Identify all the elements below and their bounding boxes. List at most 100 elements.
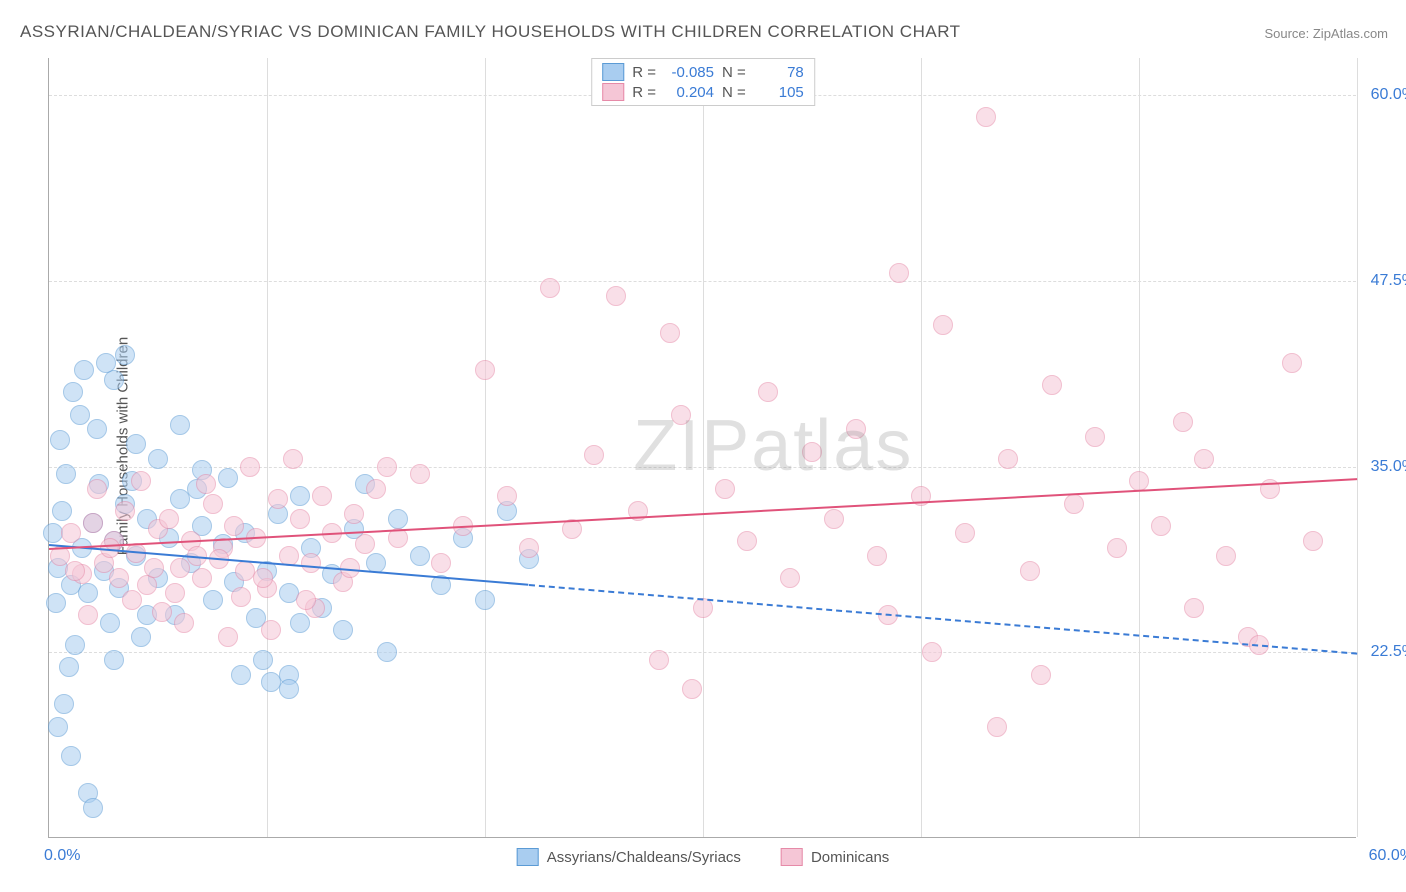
y-tick-label: 47.5% bbox=[1361, 272, 1406, 290]
point-dominican bbox=[410, 464, 430, 484]
point-assyrian bbox=[104, 370, 124, 390]
point-dominican bbox=[780, 568, 800, 588]
legend-swatch-1 bbox=[602, 63, 624, 81]
point-dominican bbox=[606, 286, 626, 306]
point-assyrian bbox=[231, 665, 251, 685]
legend-swatch-1b bbox=[517, 848, 539, 866]
x-tick-min: 0.0% bbox=[44, 847, 80, 865]
point-dominican bbox=[824, 509, 844, 529]
point-assyrian bbox=[131, 627, 151, 647]
point-dominican bbox=[131, 471, 151, 491]
legend-series: Assyrians/Chaldeans/Syriacs Dominicans bbox=[517, 848, 890, 866]
point-assyrian bbox=[170, 489, 190, 509]
legend-stats-row-2: R = 0.204 N = 105 bbox=[602, 83, 804, 101]
point-dominican bbox=[137, 575, 157, 595]
point-dominican bbox=[122, 590, 142, 610]
point-dominican bbox=[196, 474, 216, 494]
point-assyrian bbox=[115, 345, 135, 365]
point-dominican bbox=[660, 323, 680, 343]
point-dominican bbox=[1303, 531, 1323, 551]
point-assyrian bbox=[46, 593, 66, 613]
point-dominican bbox=[584, 445, 604, 465]
y-tick-label: 60.0% bbox=[1361, 86, 1406, 104]
point-assyrian bbox=[65, 635, 85, 655]
point-dominican bbox=[1173, 412, 1193, 432]
point-dominican bbox=[165, 583, 185, 603]
point-dominican bbox=[1064, 494, 1084, 514]
point-dominican bbox=[268, 489, 288, 509]
point-dominican bbox=[218, 627, 238, 647]
legend-item-2: Dominicans bbox=[781, 848, 889, 866]
point-assyrian bbox=[410, 546, 430, 566]
point-dominican bbox=[290, 509, 310, 529]
point-dominican bbox=[152, 602, 172, 622]
gridline-v bbox=[267, 58, 268, 837]
point-assyrian bbox=[253, 650, 273, 670]
point-dominican bbox=[475, 360, 495, 380]
point-dominican bbox=[253, 568, 273, 588]
point-dominican bbox=[231, 587, 251, 607]
gridline-v bbox=[703, 58, 704, 837]
point-assyrian bbox=[54, 694, 74, 714]
plot-area: 0.0% 60.0% 22.5%35.0%47.5%60.0% bbox=[48, 58, 1356, 838]
point-dominican bbox=[846, 419, 866, 439]
point-dominican bbox=[1194, 449, 1214, 469]
point-assyrian bbox=[377, 642, 397, 662]
point-assyrian bbox=[218, 468, 238, 488]
regression-line-dashed bbox=[529, 584, 1358, 655]
chart-title: ASSYRIAN/CHALDEAN/SYRIAC VS DOMINICAN FA… bbox=[20, 22, 961, 42]
point-assyrian bbox=[290, 486, 310, 506]
point-assyrian bbox=[87, 419, 107, 439]
point-dominican bbox=[344, 504, 364, 524]
point-assyrian bbox=[104, 650, 124, 670]
point-assyrian bbox=[59, 657, 79, 677]
point-dominican bbox=[261, 620, 281, 640]
point-assyrian bbox=[100, 613, 120, 633]
point-dominican bbox=[715, 479, 735, 499]
gridline-v bbox=[1357, 58, 1358, 837]
point-dominican bbox=[144, 558, 164, 578]
x-tick-max: 60.0% bbox=[1369, 847, 1406, 865]
point-assyrian bbox=[70, 405, 90, 425]
point-dominican bbox=[889, 263, 909, 283]
point-dominican bbox=[431, 553, 451, 573]
point-assyrian bbox=[475, 590, 495, 610]
point-dominican bbox=[671, 405, 691, 425]
gridline-v bbox=[1139, 58, 1140, 837]
point-assyrian bbox=[279, 679, 299, 699]
point-dominican bbox=[1042, 375, 1062, 395]
point-assyrian bbox=[83, 798, 103, 818]
point-dominican bbox=[355, 534, 375, 554]
point-dominican bbox=[1107, 538, 1127, 558]
point-assyrian bbox=[96, 353, 116, 373]
legend-stats: R = -0.085 N = 78 R = 0.204 N = 105 bbox=[591, 58, 815, 106]
point-assyrian bbox=[48, 717, 68, 737]
point-dominican bbox=[1184, 598, 1204, 618]
gridline-v bbox=[485, 58, 486, 837]
point-dominican bbox=[976, 107, 996, 127]
point-dominican bbox=[933, 315, 953, 335]
point-assyrian bbox=[388, 509, 408, 529]
y-tick-label: 22.5% bbox=[1361, 643, 1406, 661]
point-dominican bbox=[737, 531, 757, 551]
point-assyrian bbox=[290, 613, 310, 633]
point-dominican bbox=[377, 457, 397, 477]
point-assyrian bbox=[63, 382, 83, 402]
point-assyrian bbox=[56, 464, 76, 484]
point-dominican bbox=[203, 494, 223, 514]
point-dominican bbox=[955, 523, 975, 543]
legend-swatch-2 bbox=[602, 83, 624, 101]
n-label: N = bbox=[722, 84, 746, 101]
n-label: N = bbox=[722, 64, 746, 81]
point-dominican bbox=[78, 605, 98, 625]
point-dominican bbox=[649, 650, 669, 670]
point-dominican bbox=[519, 538, 539, 558]
point-dominican bbox=[998, 449, 1018, 469]
point-dominican bbox=[1085, 427, 1105, 447]
n-value-2: 105 bbox=[754, 84, 804, 101]
r-label: R = bbox=[632, 64, 656, 81]
point-dominican bbox=[224, 516, 244, 536]
point-assyrian bbox=[203, 590, 223, 610]
point-dominican bbox=[1031, 665, 1051, 685]
point-dominican bbox=[497, 486, 517, 506]
